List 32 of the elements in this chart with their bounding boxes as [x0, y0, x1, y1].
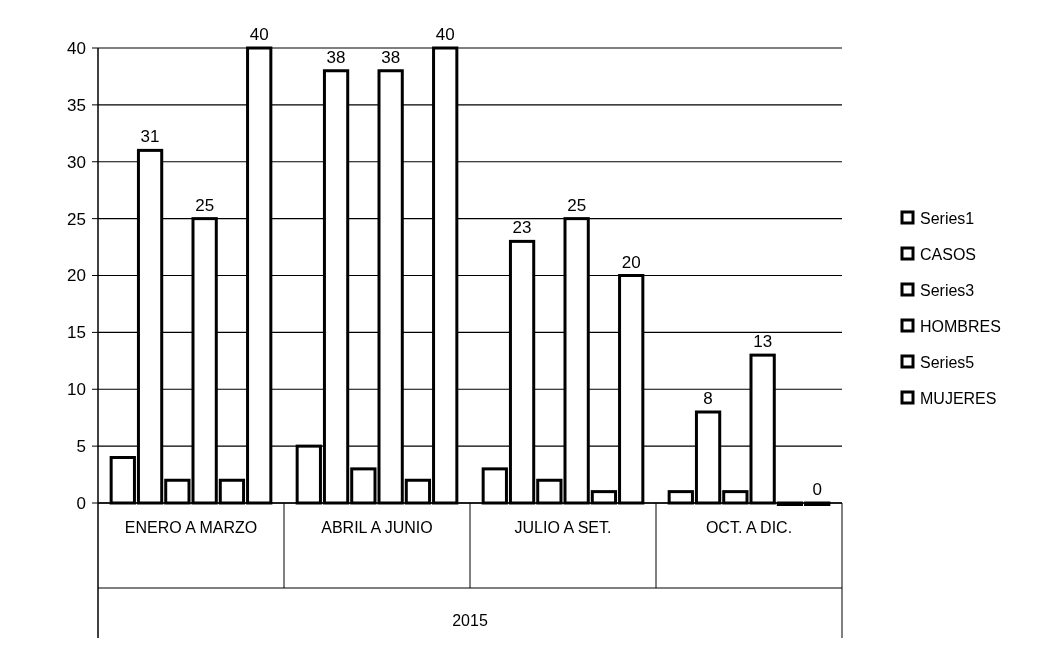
- y-tick-label: 25: [67, 209, 86, 229]
- y-tick-label: 5: [76, 437, 86, 457]
- data-label: 20: [621, 252, 641, 272]
- x-tick-label: ABRIL A JUNIO: [321, 519, 433, 536]
- data-label: 23: [512, 218, 532, 238]
- y-tick-label: 30: [67, 152, 86, 172]
- x-axis-title: 2015: [452, 612, 488, 629]
- data-label: 25: [567, 195, 587, 215]
- x-tick-label: ENERO A MARZO: [124, 519, 258, 536]
- data-label: 40: [249, 25, 269, 44]
- data-label: 25: [195, 195, 215, 215]
- y-tick-label: 20: [67, 266, 86, 286]
- data-label: 8: [703, 389, 713, 408]
- legend-label: HOMBRES: [920, 317, 1001, 335]
- data-label: 13: [753, 332, 773, 352]
- data-label: 31: [140, 127, 160, 147]
- y-tick-label: 15: [67, 323, 86, 343]
- data-label: 38: [326, 47, 346, 67]
- x-tick-label: JULIO A SET.: [514, 519, 612, 536]
- data-label: 38: [381, 47, 401, 67]
- y-tick-label: 10: [67, 380, 86, 400]
- legend-label: Series1: [920, 209, 975, 227]
- y-tick-label: 40: [67, 38, 86, 58]
- legend-label: Series5: [920, 353, 975, 371]
- data-label: 0: [812, 480, 822, 499]
- y-tick-label: 35: [67, 95, 86, 115]
- legend-label: Series3: [920, 281, 975, 299]
- legend-label: MUJERES: [920, 389, 997, 407]
- data-label: 40: [435, 25, 455, 44]
- y-tick-label: 0: [76, 493, 86, 513]
- x-tick-label: OCT. A DIC.: [705, 519, 793, 536]
- legend-label: CASOS: [920, 245, 977, 263]
